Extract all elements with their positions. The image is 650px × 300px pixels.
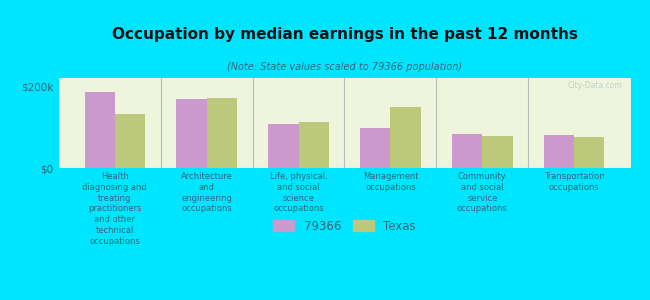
Text: City-Data.com: City-Data.com xyxy=(567,81,622,90)
Bar xyxy=(574,137,605,168)
Title: Occupation by median earnings in the past 12 months: Occupation by median earnings in the pas… xyxy=(112,27,577,42)
Bar xyxy=(115,114,145,168)
Legend: 79366, Texas: 79366, Texas xyxy=(267,214,422,238)
Bar xyxy=(482,136,513,168)
Bar xyxy=(84,92,115,168)
Bar xyxy=(176,99,207,168)
Bar xyxy=(207,98,237,168)
Bar xyxy=(391,107,421,168)
Bar xyxy=(268,124,298,168)
Bar xyxy=(544,135,574,168)
Bar xyxy=(360,128,391,168)
Bar xyxy=(298,122,329,168)
Text: (Note: State values scaled to 79366 population): (Note: State values scaled to 79366 popu… xyxy=(227,62,462,72)
Bar xyxy=(452,134,482,168)
